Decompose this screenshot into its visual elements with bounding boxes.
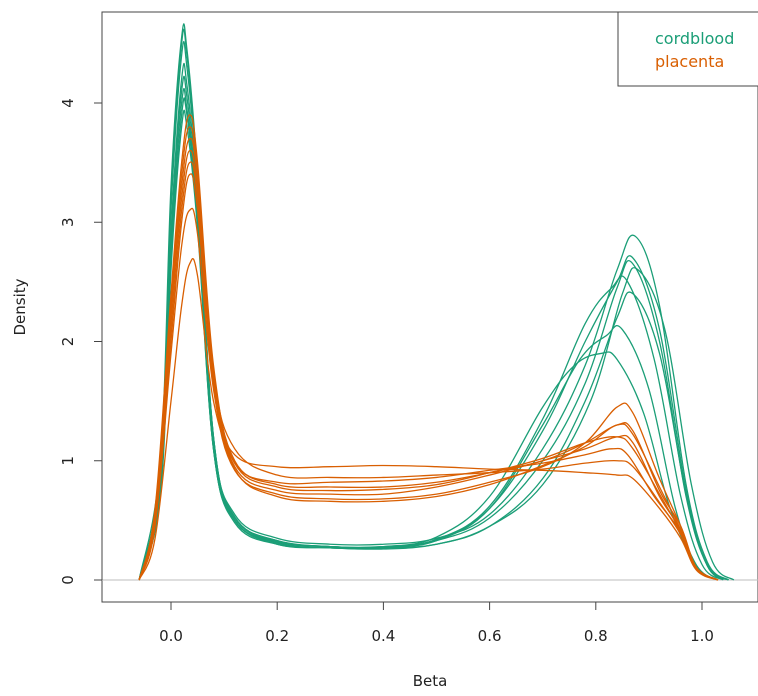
placenta-density-curve-2: [138, 149, 719, 581]
x-tick-label: 0.4: [371, 627, 395, 645]
legend: cordblood placenta: [617, 11, 758, 87]
x-axis: 0.0 0.2 0.4 0.6 0.8 1.0: [159, 601, 714, 645]
x-axis-label: Beta: [413, 672, 448, 690]
y-tick-label: 1: [59, 456, 77, 466]
x-tick-label: 0.8: [584, 627, 608, 645]
placenta-density-curve-5: [138, 258, 719, 581]
placenta-density-curve-3: [138, 173, 719, 581]
cordblood-density-curve-7: [138, 28, 735, 581]
y-tick-label: 3: [59, 217, 77, 227]
legend-box: [617, 11, 758, 87]
legend-entry-placenta: placenta: [655, 52, 724, 71]
y-tick-label: 4: [59, 98, 77, 108]
placenta-density-curve-1: [138, 114, 719, 581]
placenta-density-curve-4: [138, 207, 719, 581]
cordblood-density-curve-8: [138, 75, 719, 581]
y-axis: 0 1 2 3 4: [59, 98, 103, 585]
x-tick-label: 0.0: [159, 627, 183, 645]
y-tick-label: 2: [59, 337, 77, 347]
density-curves: [138, 23, 735, 581]
placenta-density-curve-8: [138, 137, 719, 581]
y-tick-label: 0: [59, 575, 77, 585]
placenta-density-curve-7: [138, 161, 719, 581]
x-tick-label: 0.6: [478, 627, 502, 645]
x-tick-label: 1.0: [690, 627, 714, 645]
placenta-density-curve-6: [138, 126, 719, 581]
legend-entry-cordblood: cordblood: [655, 29, 734, 48]
cordblood-density-curve-6: [138, 97, 719, 581]
y-axis-label: Density: [11, 278, 29, 335]
x-tick-label: 0.2: [265, 627, 289, 645]
